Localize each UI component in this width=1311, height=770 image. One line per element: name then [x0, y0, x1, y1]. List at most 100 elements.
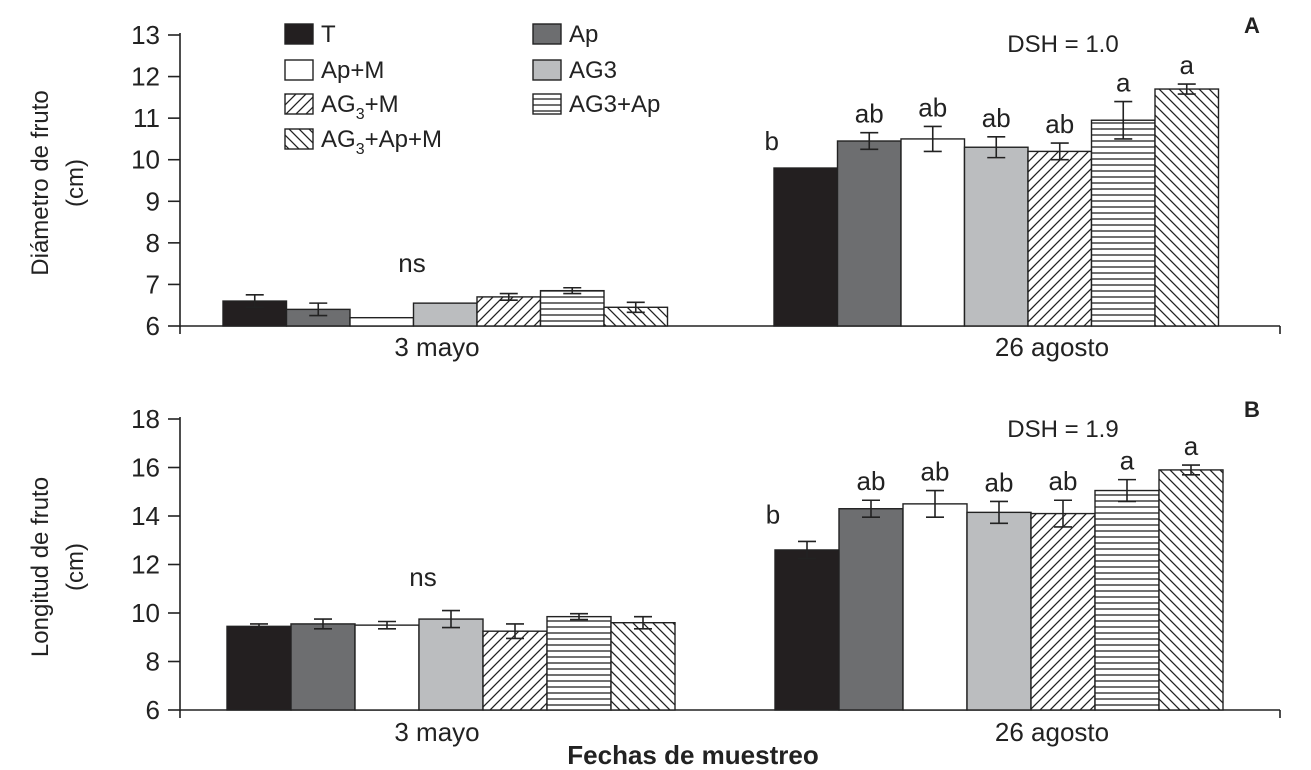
panel-b-significance-letter: ab: [921, 457, 950, 487]
panel-a-y-tick-label: 11: [133, 103, 160, 133]
panel-a-ns-label: ns: [398, 248, 425, 278]
panel-a-bar: [836, 140, 902, 327]
panel-a-significance-letter: a: [1116, 68, 1131, 98]
panel-a-bar: [539, 289, 605, 327]
legend-label-ag3-ap: AG3+Ap: [569, 91, 660, 118]
panel-a: Diámetro de fruto (cm) A DSH = 1.0 3 may…: [27, 13, 1281, 362]
panel-a-y-tick-label: 8: [146, 228, 160, 258]
legend-label-ag3-ap-m: AG3+Ap+M: [321, 126, 442, 158]
legend-item-ap-m: Ap+M: [284, 57, 384, 84]
legend-item-ag3: AG3: [532, 57, 617, 84]
legend-label-t: T: [321, 21, 336, 48]
panel-b: Longitud de fruto (cm) B DSH = 1.9 3 may…: [27, 397, 1281, 747]
legend-label-ag3-ap-m-sub: 3: [356, 141, 365, 158]
panel-a-bar: [1090, 119, 1156, 327]
panel-b-y-tick-label: 18: [131, 404, 160, 434]
panel-b-dsh: DSH = 1.9: [1007, 416, 1118, 443]
legend-item-ag3-ap: AG3+Ap: [532, 91, 660, 118]
panel-b-bar: [1030, 512, 1096, 711]
panel-a-y-tick-label: 10: [131, 145, 160, 175]
panel-b-bar: [774, 549, 840, 711]
panel-b-significance-letter: ab: [1049, 466, 1078, 496]
panel-a-bar: [412, 302, 478, 327]
legend-swatch-ag3: [532, 59, 562, 81]
panel-a-ylabel: Diámetro de fruto: [27, 90, 54, 275]
panel-b-y-tick-label: 16: [131, 453, 160, 483]
panel-b-bar: [1158, 469, 1224, 711]
panel-a-y-tick-label: 7: [146, 269, 160, 299]
panel-a-ylabel-unit: (cm): [62, 159, 89, 207]
panel-b-bar: [354, 624, 420, 711]
panel-b-significance-letter: ab: [985, 467, 1014, 497]
panel-a-dsh: DSH = 1.0: [1007, 31, 1118, 58]
panel-b-bar: [838, 508, 904, 711]
panel-b-bar: [226, 625, 292, 711]
legend-label-ag3: AG3: [569, 57, 617, 84]
panel-b-bar: [966, 511, 1032, 711]
panel-b-significance-letter: a: [1184, 431, 1199, 461]
panel-b-significance-letter: ab: [857, 466, 886, 496]
panel-a-group-label-2: 26 agosto: [995, 332, 1109, 362]
panel-a-significance-letter: b: [765, 126, 779, 156]
panel-b-bar: [1094, 489, 1160, 711]
panel-b-bar: [902, 503, 968, 711]
panel-b-group-label-1: 3 mayo: [394, 717, 479, 747]
legend-label-ap-m: Ap+M: [321, 57, 384, 84]
legend-label-ag3-ap-m-base: AG: [321, 126, 356, 153]
panel-a-bar: [773, 167, 839, 327]
panel-a-significance-letter: ab: [918, 92, 947, 122]
panel-b-y-tick-label: 8: [146, 647, 160, 677]
legend-label-ap: Ap: [569, 21, 598, 48]
panel-b-ns-label: ns: [409, 562, 436, 592]
panel-a-significance-letter: ab: [982, 103, 1011, 133]
panel-a-bar: [1027, 150, 1093, 327]
panel-a-y-tick-label: 9: [146, 186, 160, 216]
legend-swatch-ap-m: [284, 59, 314, 81]
panel-b-significance-letter: a: [1120, 446, 1135, 476]
panel-b-y-tick-label: 10: [131, 598, 160, 628]
legend-label-ag3-m-sub: 3: [356, 106, 365, 123]
panel-a-significance-letter: ab: [855, 99, 884, 129]
legend-item-t: T: [284, 21, 336, 48]
panel-b-ylabel-unit: (cm): [62, 543, 89, 591]
legend-swatch-ag3-m: [284, 93, 314, 115]
panel-a-y-tick-label: 6: [146, 311, 160, 341]
panel-b-label: B: [1244, 397, 1260, 422]
panel-a-y-tick-label: 12: [131, 62, 160, 92]
legend-item-ag3-ap-m: AG3+Ap+M: [284, 126, 442, 158]
panel-a-label: A: [1244, 13, 1260, 38]
panel-b-significance-letter: b: [766, 499, 780, 529]
panel-b-group-label-2: 26 agosto: [995, 717, 1109, 747]
legend-label-ag3-ap-m-rest: +Ap+M: [365, 126, 442, 153]
legend-label-ag3-m: AG3+M: [321, 91, 399, 123]
legend: T Ap Ap+M AG3 AG3+M AG3+Ap AG3+Ap+M: [284, 21, 660, 158]
legend-swatch-ap: [532, 23, 562, 45]
panel-b-y-tick-label: 14: [131, 501, 160, 531]
panel-a-y-tick-label: 13: [131, 20, 160, 50]
panel-a-bar: [963, 146, 1029, 327]
panel-a-bar: [1154, 88, 1220, 327]
panel-a-significance-letter: ab: [1045, 109, 1074, 139]
panel-b-y-tick-label: 6: [146, 695, 160, 725]
panel-a-bar: [476, 296, 542, 327]
panel-b-bar: [610, 622, 676, 711]
panel-a-significance-letter: a: [1180, 50, 1195, 80]
legend-item-ag3-m: AG3+M: [284, 91, 399, 123]
legend-label-ag3-m-rest: +M: [365, 91, 399, 118]
panel-b-bar: [290, 623, 356, 711]
panel-b-bar: [418, 618, 484, 711]
panel-b-ylabel: Longitud de fruto: [27, 477, 54, 657]
legend-swatch-ag3-ap: [532, 93, 562, 115]
panel-a-bar: [900, 138, 966, 327]
legend-swatch-ag3-ap-m: [284, 128, 314, 150]
panel-b-bar: [546, 615, 612, 711]
panel-a-bar: [349, 316, 415, 327]
legend-label-ag3-m-base: AG: [321, 91, 356, 118]
legend-swatch-t: [284, 23, 314, 45]
x-axis-title: Fechas de muestreo: [567, 740, 818, 770]
panel-a-group-label-1: 3 mayo: [394, 332, 479, 362]
legend-item-ap: Ap: [532, 21, 598, 48]
panel-b-y-tick-label: 12: [131, 550, 160, 580]
panel-b-bar: [482, 630, 548, 711]
